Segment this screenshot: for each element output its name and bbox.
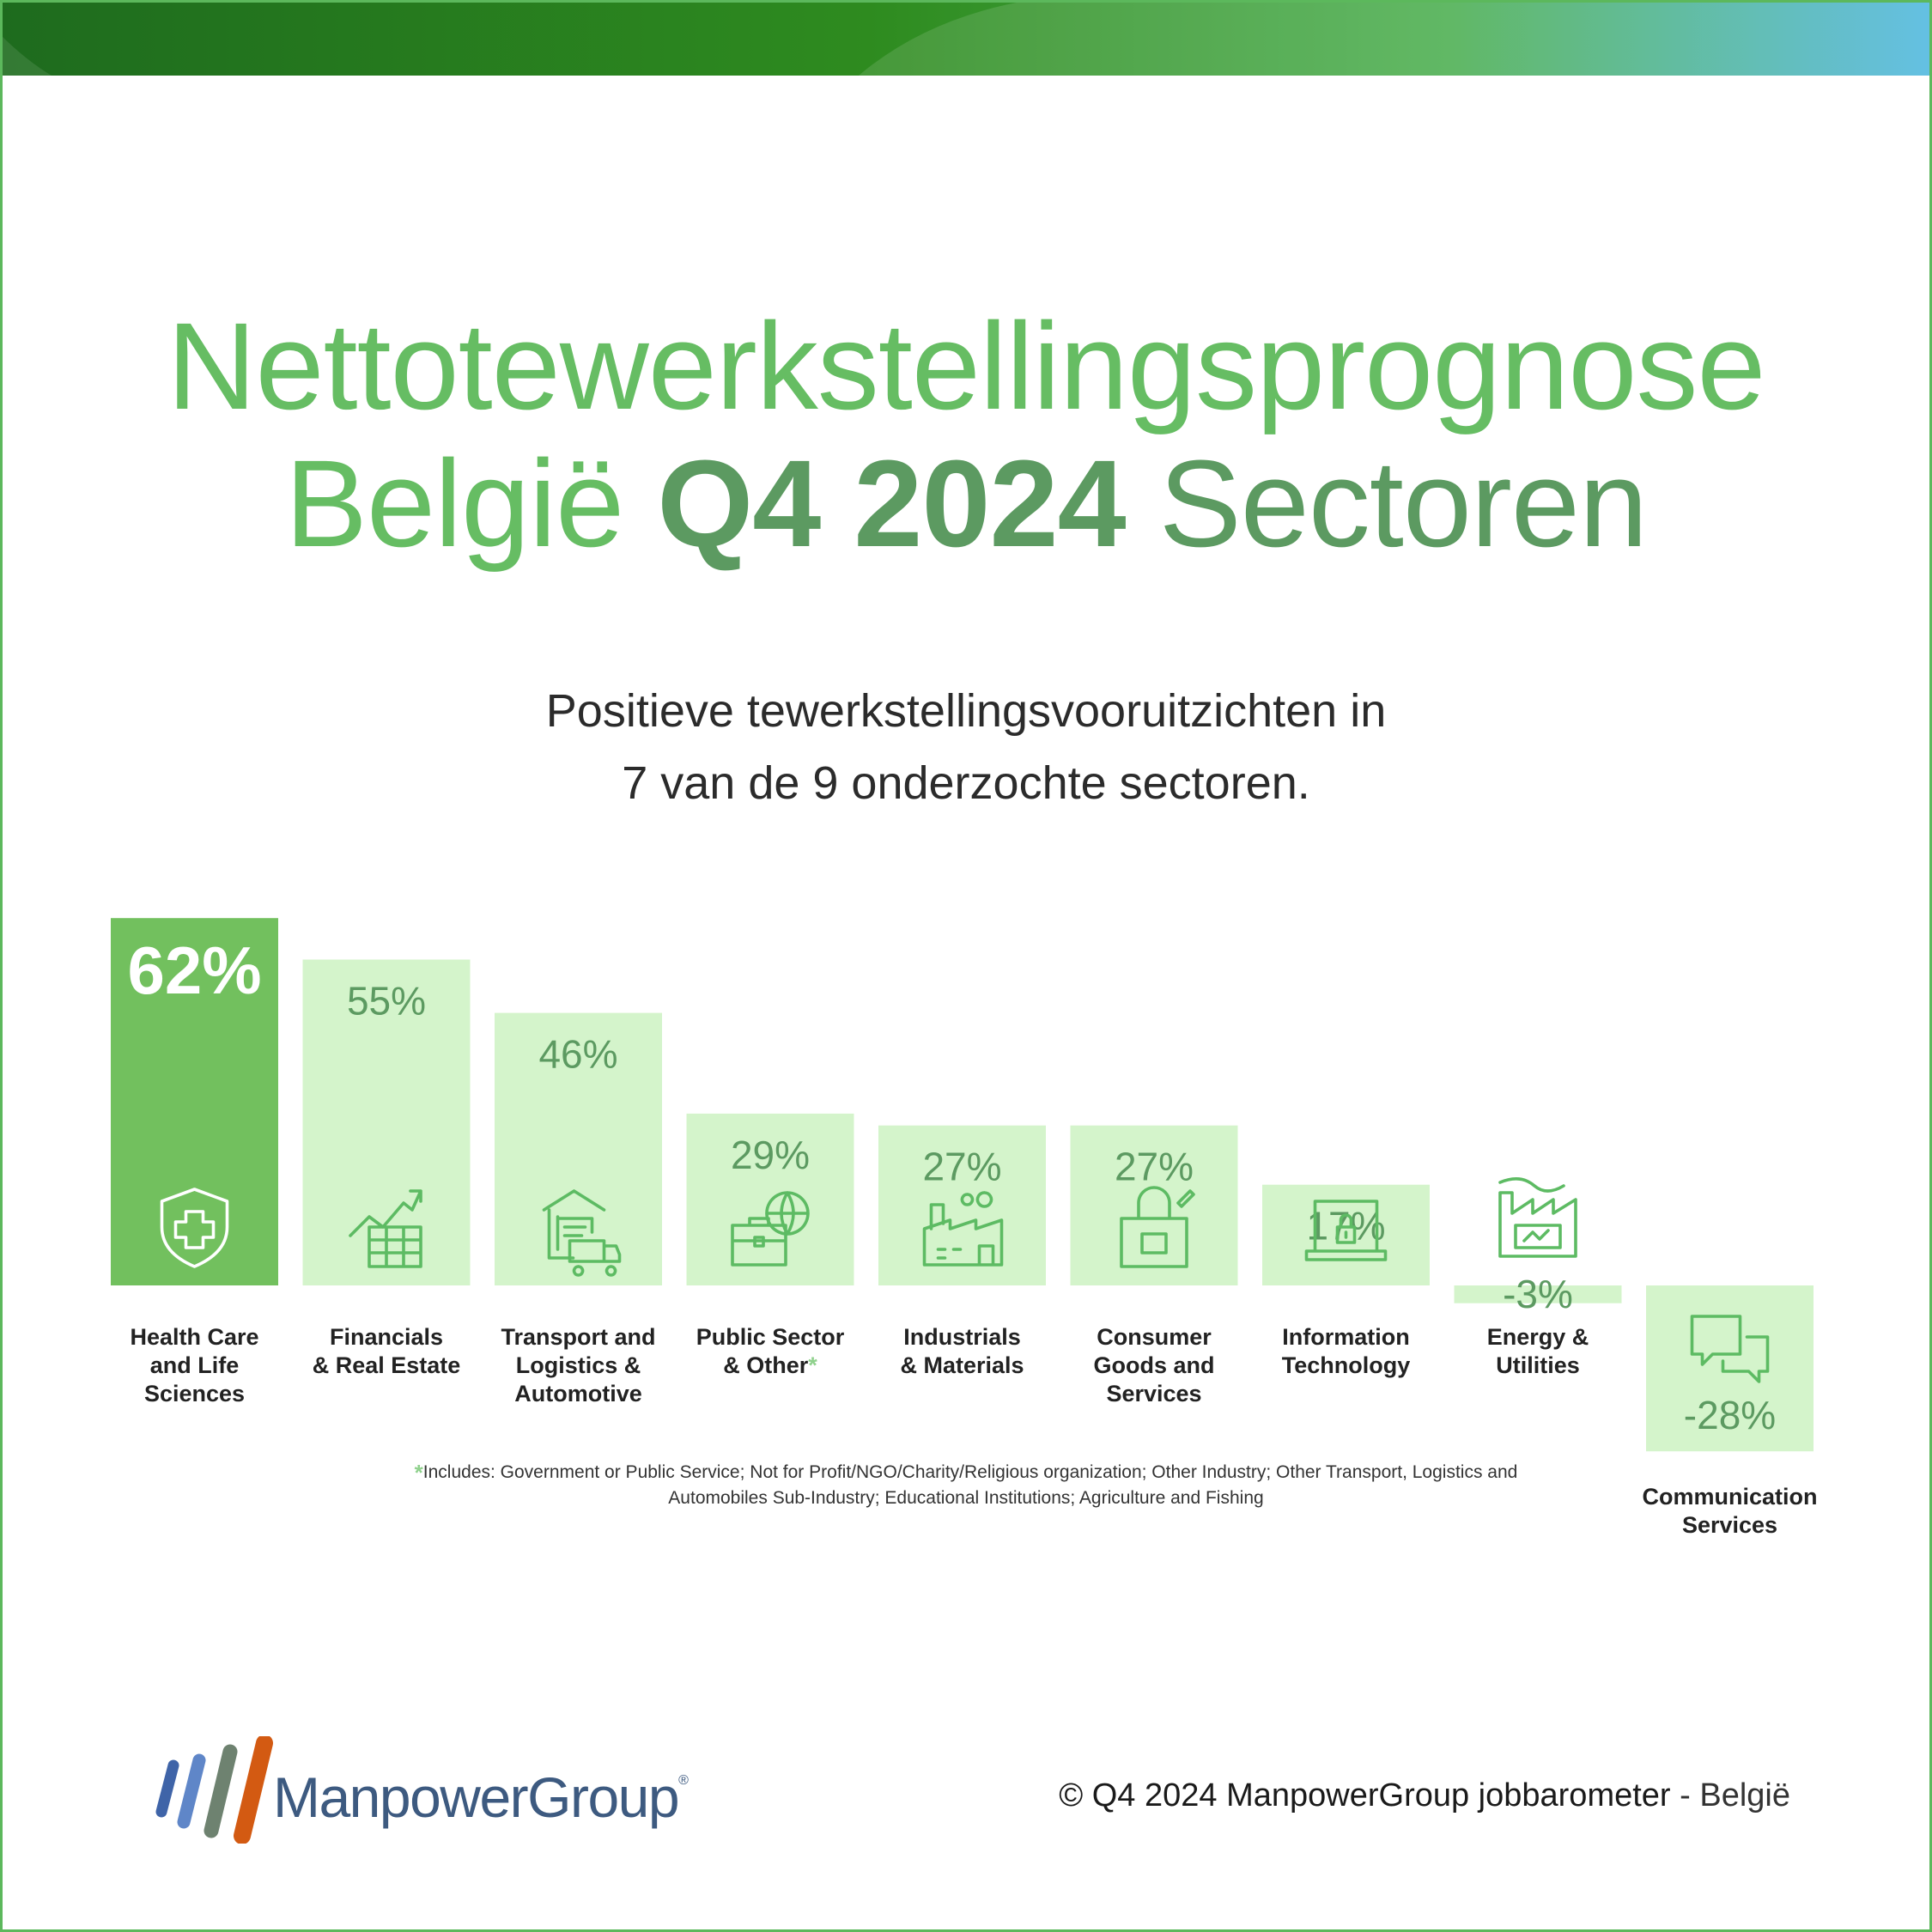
page-title-line2: België Q4 2024 Sectoren <box>0 442 1932 566</box>
value-label-1: 62% <box>127 933 261 1008</box>
value-label-4: 29% <box>731 1133 810 1177</box>
copyright: © Q4 2024 ManpowerGroup jobbarometer - B… <box>1059 1777 1790 1814</box>
manpowergroup-logo-mark <box>155 1736 273 1844</box>
value-label-5: 27% <box>922 1145 1001 1189</box>
manpowergroup-logo-text: ManpowerGroup® <box>273 1765 689 1830</box>
subtitle-line1: Positieve tewerkstellingsvooruitzichten … <box>545 685 1387 737</box>
title-sectors: Sectoren <box>1158 434 1648 573</box>
shopping-bag-icon <box>1120 1186 1195 1268</box>
briefcase-globe-icon <box>731 1191 810 1267</box>
subtitle-line2: 7 van de 9 onderzochte sectoren. <box>622 757 1310 809</box>
category-label-2: Financials & Real Estate <box>313 1324 461 1378</box>
logo-registered-mark: ® <box>678 1773 689 1788</box>
warehouse-truck-icon <box>542 1189 622 1277</box>
subtitle: Positieve tewerkstellingsvooruitzichten … <box>0 675 1932 819</box>
category-label-star: * <box>808 1352 817 1378</box>
category-label-3: Transport and Logistics & Automotive <box>501 1324 655 1406</box>
category-label-5: Industrials & Materials <box>900 1324 1024 1378</box>
value-label-2: 55% <box>347 979 426 1024</box>
logo-name: ManpowerGroup <box>273 1765 680 1829</box>
footnote-star: * <box>414 1460 423 1485</box>
value-label-3: 46% <box>538 1032 617 1077</box>
category-label-6: Consumer Goods and Services <box>1094 1324 1215 1406</box>
copyright-country: België <box>1699 1777 1790 1814</box>
bar-5 <box>878 1125 1046 1285</box>
bar-6 <box>1070 1125 1238 1285</box>
factory-icon <box>922 1191 1004 1267</box>
category-label-4: Public Sector & Other* <box>696 1324 845 1378</box>
shield-cross-icon <box>160 1188 229 1268</box>
growth-chart-icon <box>349 1189 422 1268</box>
value-label-6: 27% <box>1115 1145 1194 1189</box>
bar-9 <box>1646 1285 1814 1452</box>
category-label-7: Information Technology <box>1282 1324 1411 1378</box>
category-label-8: Energy & Utilities <box>1487 1324 1589 1378</box>
title-period: Q4 2024 <box>657 434 1126 573</box>
footnote: *Includes: Government or Public Service;… <box>404 1460 1528 1510</box>
copyright-main: © Q4 2024 ManpowerGroup jobbarometer <box>1059 1777 1671 1814</box>
title-country: België <box>284 434 624 573</box>
top-gradient-band <box>0 0 1932 76</box>
footnote-text: Includes: Government or Public Service; … <box>422 1462 1518 1508</box>
page-title-line1: Nettotewerkstellingsprognose <box>167 297 1765 435</box>
chat-bubbles-icon <box>1690 1315 1770 1383</box>
value-label-8: -3% <box>1503 1272 1573 1316</box>
value-label-9: -28% <box>1684 1393 1776 1437</box>
category-label-9: Communication Services <box>1642 1484 1817 1538</box>
copyright-sep: - <box>1670 1777 1700 1814</box>
energy-factory-icon <box>1498 1177 1577 1258</box>
laptop-lock-icon <box>1304 1200 1388 1261</box>
category-label-1: Health Care and Life Sciences <box>130 1324 258 1406</box>
bar-1 <box>111 918 278 1285</box>
bar-8 <box>1454 1285 1622 1303</box>
